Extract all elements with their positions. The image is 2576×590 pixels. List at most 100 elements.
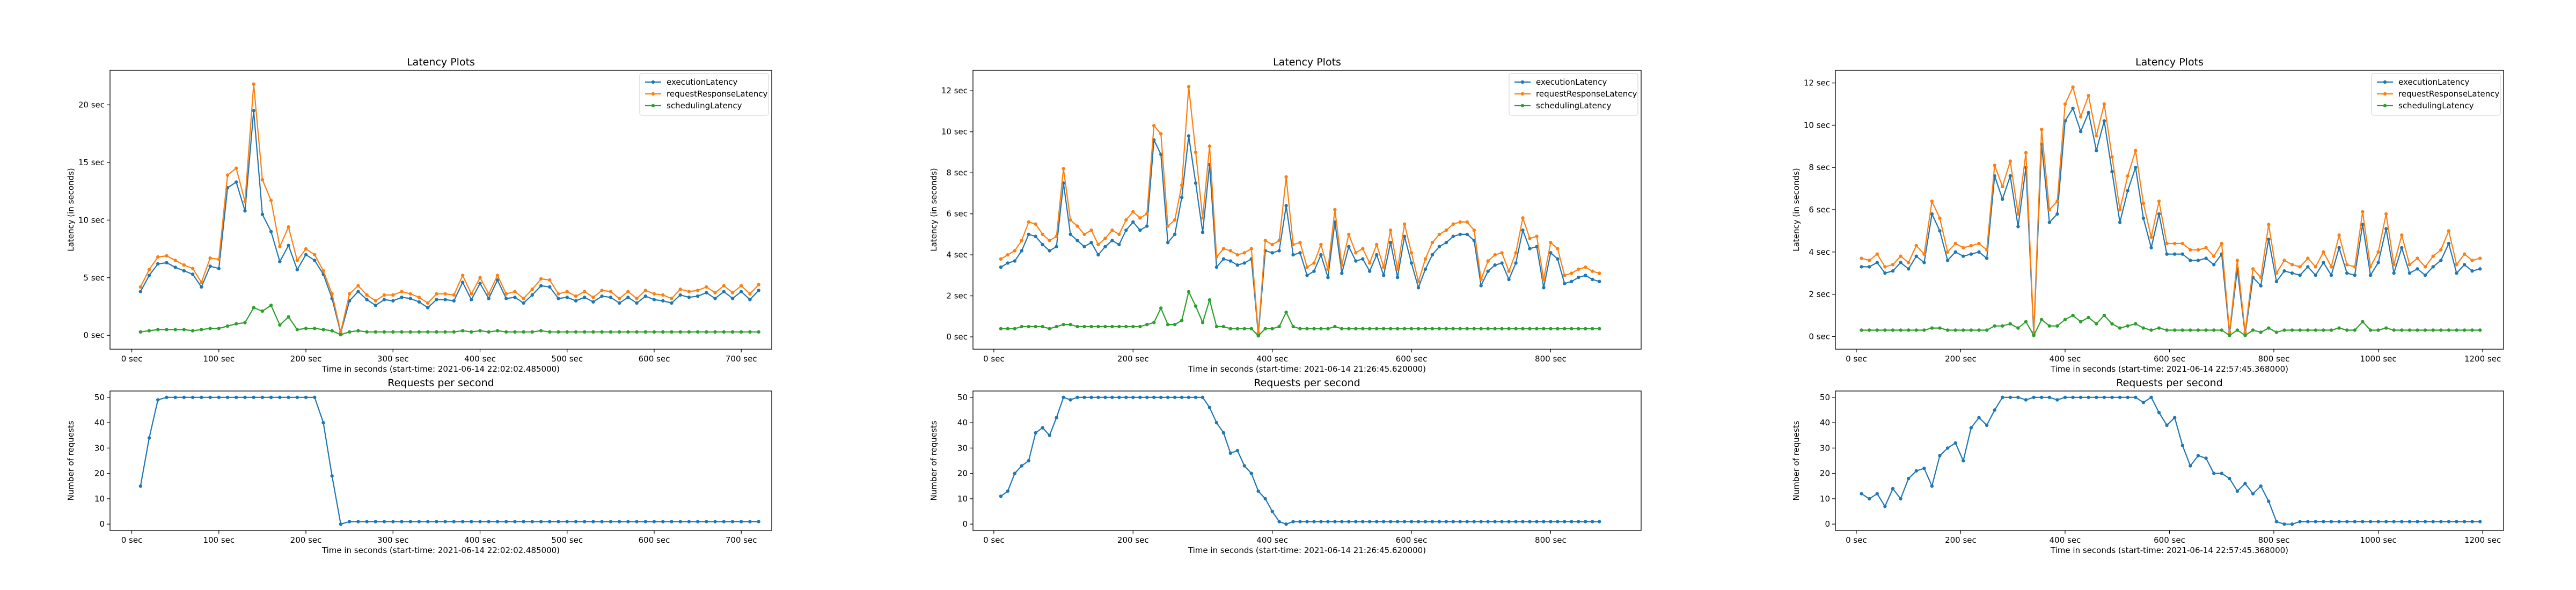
- data-point: [1277, 249, 1281, 253]
- data-point: [1521, 520, 1525, 523]
- data-point: [2345, 328, 2349, 332]
- data-point: [1962, 246, 1965, 250]
- data-point: [2126, 324, 2129, 328]
- data-point: [1493, 253, 1497, 257]
- data-point: [495, 274, 500, 277]
- data-point: [2368, 265, 2373, 269]
- data-point: [2400, 328, 2404, 332]
- legend-label: requestResponseLatency: [2398, 89, 2499, 99]
- data-point: [530, 293, 534, 297]
- y-tick-label: 20: [957, 469, 968, 478]
- data-point: [1242, 251, 1246, 255]
- x-axis-label: Time in seconds (start-time: 2021-06-14 …: [321, 545, 560, 555]
- y-axis-label: Latency (in seconds): [929, 168, 939, 252]
- data-point: [1953, 250, 1957, 254]
- data-point: [2180, 444, 2184, 447]
- data-point: [1312, 327, 1316, 330]
- data-point: [1930, 484, 1934, 488]
- data-point: [643, 520, 648, 523]
- data-point: [539, 284, 543, 287]
- data-point: [1430, 253, 1435, 257]
- data-point: [1173, 218, 1177, 222]
- data-point: [339, 330, 343, 334]
- data-point: [1263, 239, 1267, 242]
- data-point: [313, 253, 317, 256]
- data-point: [1263, 497, 1267, 501]
- data-point: [2345, 271, 2349, 275]
- data-point: [670, 520, 674, 523]
- data-point: [643, 289, 648, 292]
- data-point: [1117, 242, 1121, 247]
- y-tick-label: 8 sec: [946, 168, 968, 178]
- data-point: [452, 299, 456, 303]
- data-point: [2416, 256, 2419, 260]
- series-schedulingLatency: [1860, 313, 2482, 337]
- data-point: [2149, 328, 2153, 332]
- data-point: [2251, 492, 2255, 496]
- legend-label: schedulingLatency: [667, 101, 742, 110]
- data-point: [1914, 469, 1918, 473]
- data-point: [1953, 441, 1957, 445]
- data-point: [200, 281, 203, 284]
- data-point: [1075, 239, 1079, 242]
- data-point: [1284, 522, 1288, 526]
- legend-label: requestResponseLatency: [667, 89, 767, 99]
- data-point: [260, 395, 265, 399]
- data-point: [182, 328, 186, 331]
- data-point: [2047, 220, 2051, 224]
- data-point: [1521, 228, 1525, 232]
- data-point: [235, 322, 238, 326]
- data-point: [522, 297, 525, 300]
- data-point: [1563, 274, 1567, 277]
- data-point: [1486, 269, 1490, 273]
- data-point: [2016, 212, 2020, 216]
- data-point: [1969, 426, 1973, 430]
- data-point: [1027, 232, 1031, 237]
- data-point: [626, 290, 630, 293]
- data-point: [1402, 234, 1407, 238]
- data-point: [2024, 151, 2028, 154]
- data-point: [1027, 459, 1031, 463]
- x-tick-label: 500 sec: [551, 354, 583, 364]
- data-point: [557, 297, 560, 300]
- data-point: [391, 299, 395, 303]
- data-point: [1938, 454, 1942, 458]
- data-point: [2439, 328, 2443, 332]
- data-point: [321, 269, 325, 273]
- data-point: [1173, 232, 1177, 237]
- x-tick-label: 600 sec: [1396, 354, 1428, 364]
- x-tick-label: 600 sec: [2154, 535, 2185, 545]
- data-point: [1055, 245, 1058, 248]
- x-tick-label: 200 sec: [1117, 354, 1149, 364]
- data-point: [1437, 327, 1441, 330]
- data-point: [740, 290, 743, 293]
- data-point: [1312, 261, 1316, 265]
- data-point: [1221, 431, 1226, 435]
- data-point: [382, 520, 386, 523]
- data-point: [243, 209, 247, 213]
- data-point: [600, 330, 604, 334]
- data-point: [1591, 327, 1594, 330]
- data-point: [1221, 324, 1226, 329]
- data-point: [1319, 242, 1323, 247]
- data-point: [1082, 245, 1086, 248]
- data-point: [530, 287, 534, 291]
- data-point: [1922, 467, 1926, 470]
- data-point: [1194, 304, 1198, 308]
- data-point: [1382, 265, 1386, 269]
- data-point: [1214, 421, 1219, 425]
- data-point: [2235, 489, 2240, 493]
- x-tick-label: 200 sec: [1945, 354, 1977, 364]
- data-point: [1249, 327, 1253, 330]
- data-point: [1180, 183, 1184, 187]
- series-requestResponseLatency: [999, 85, 1601, 335]
- data-point: [557, 292, 560, 296]
- data-point: [165, 254, 169, 258]
- data-point: [365, 298, 369, 301]
- data-point: [1977, 250, 1981, 254]
- data-point: [1110, 239, 1114, 242]
- x-tick-label: 400 sec: [2050, 535, 2081, 545]
- data-point: [426, 520, 430, 523]
- data-point: [2165, 328, 2169, 332]
- data-point: [435, 298, 438, 301]
